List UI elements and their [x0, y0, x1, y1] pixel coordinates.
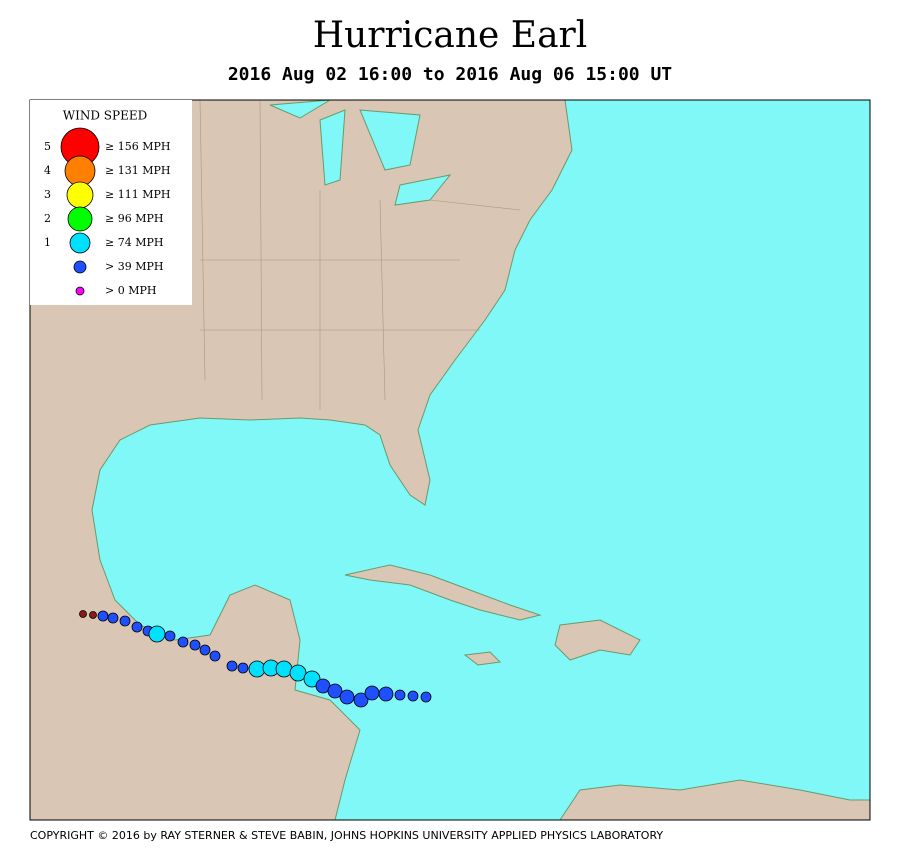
track-point	[327, 683, 343, 699]
map	[29, 99, 871, 821]
legend-swatch	[67, 206, 93, 232]
track-point	[303, 670, 321, 688]
hispaniola	[554, 619, 641, 661]
track-point	[164, 630, 176, 642]
legend-category: 4	[44, 164, 51, 177]
track-point	[226, 660, 238, 672]
track-point	[107, 612, 119, 624]
copyright: COPYRIGHT © 2016 by RAY STERNER & STEVE …	[30, 829, 663, 842]
jamaica	[463, 651, 502, 666]
track-point	[289, 664, 307, 682]
track-point	[209, 650, 221, 662]
legend-label: ≥ 74 MPH	[105, 236, 163, 249]
track-point	[79, 610, 87, 618]
borders	[199, 99, 521, 410]
storm-track	[79, 610, 432, 708]
track-point	[177, 636, 189, 648]
track-point	[339, 689, 355, 705]
track-point	[353, 692, 369, 708]
track-point	[89, 611, 97, 619]
legend-category: 5	[44, 140, 51, 153]
legend-label: ≥ 156 MPH	[105, 140, 170, 153]
subtitle: 2016 Aug 02 16:00 to 2016 Aug 06 15:00 U…	[228, 64, 672, 85]
legend-category: 1	[44, 236, 51, 249]
legend-category: 3	[44, 188, 51, 201]
legend-swatch	[69, 232, 91, 254]
legend-swatch	[64, 155, 96, 187]
track-point	[97, 610, 109, 622]
track-point	[148, 625, 166, 643]
legend-category: 2	[44, 212, 51, 225]
track-point	[189, 639, 201, 651]
legend-label: > 0 MPH	[105, 284, 156, 297]
ocean	[91, 99, 871, 821]
legend-label: > 39 MPH	[105, 260, 163, 273]
track-point	[119, 615, 131, 627]
track-point	[407, 690, 419, 702]
track-point	[199, 644, 211, 656]
legend-swatch	[75, 286, 85, 296]
track-point	[420, 691, 432, 703]
legend-label: ≥ 111 MPH	[105, 188, 170, 201]
track-point	[394, 689, 406, 701]
legend-title: WIND SPEED	[63, 109, 147, 123]
legend-label: ≥ 96 MPH	[105, 212, 163, 225]
legend-label: ≥ 131 MPH	[105, 164, 170, 177]
track-point	[275, 660, 293, 678]
track-point	[248, 660, 266, 678]
legend-swatch	[73, 260, 87, 274]
cuba	[344, 564, 542, 621]
great-lakes	[269, 99, 452, 206]
title: Hurricane Earl	[313, 15, 588, 56]
legend: 5 ≥ 156 MPH 4 ≥ 131 MPH 3 ≥ 111 MPH 2 ≥ 96 MPH 1…	[44, 127, 170, 297]
map-frame	[29, 99, 871, 821]
track-point	[378, 686, 394, 702]
legend-box	[30, 100, 192, 305]
legend-swatch	[66, 181, 94, 209]
track-point	[364, 685, 380, 701]
track-point	[131, 621, 143, 633]
track-point	[237, 662, 249, 674]
